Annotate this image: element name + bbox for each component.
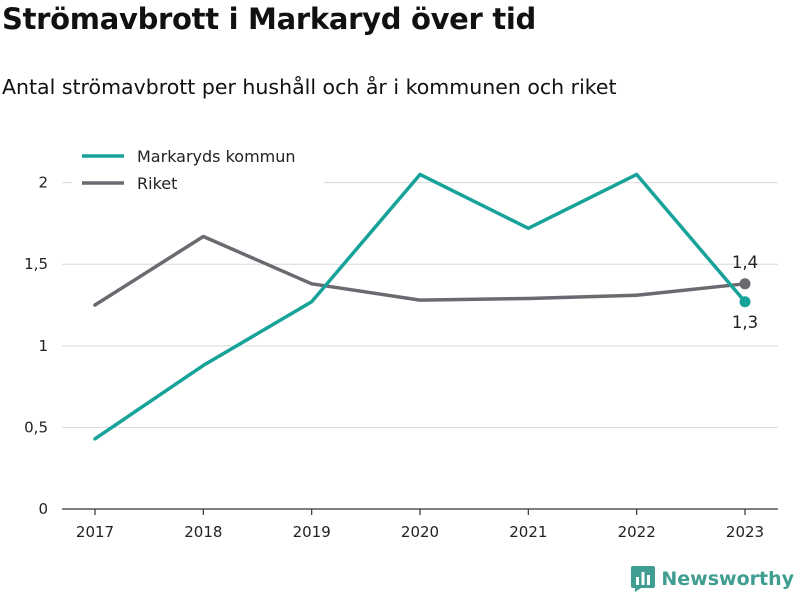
end-point-marker — [739, 278, 751, 290]
gridlines: 0 0,5 1 1,5 2 — [24, 174, 778, 518]
y-tick-label: 1 — [38, 337, 48, 355]
y-tick-label: 0,5 — [24, 418, 48, 436]
x-tick-label: 2022 — [618, 523, 656, 541]
x-tick-label: 2020 — [401, 523, 439, 541]
data-label: 1,3 — [732, 313, 758, 332]
x-tick-label: 2023 — [726, 523, 764, 541]
x-tick-label: 2018 — [184, 523, 222, 541]
x-tick-label: 2019 — [293, 523, 331, 541]
newsworthy-brand: Newsworthy — [631, 566, 794, 592]
chart-title: Strömavbrott i Markaryd över tid — [2, 2, 537, 36]
x-tick-label: 2017 — [76, 523, 114, 541]
legend-background — [72, 140, 324, 196]
legend: Markaryds kommun Riket — [72, 140, 324, 196]
y-tick-label: 1,5 — [24, 255, 48, 273]
y-tick-label: 2 — [38, 174, 48, 192]
x-axis: 2017 2018 2019 2020 2021 2022 2023 — [62, 508, 778, 541]
data-label: 1,4 — [732, 253, 758, 272]
end-point-marker — [739, 296, 751, 308]
x-tick-label: 2021 — [509, 523, 547, 541]
series-line-0 — [93, 172, 747, 441]
y-tick-label: 0 — [38, 500, 48, 518]
series-lines: 1,3 1,4 — [93, 172, 758, 441]
legend-label: Markaryds kommun — [137, 147, 296, 166]
series-line-1 — [93, 234, 747, 307]
legend-label: Riket — [137, 174, 177, 193]
bar-chart-logo-icon — [631, 566, 656, 592]
chart-subtitle: Antal strömavbrott per hushåll och år i … — [2, 75, 617, 99]
brand-name: Newsworthy — [661, 568, 794, 590]
